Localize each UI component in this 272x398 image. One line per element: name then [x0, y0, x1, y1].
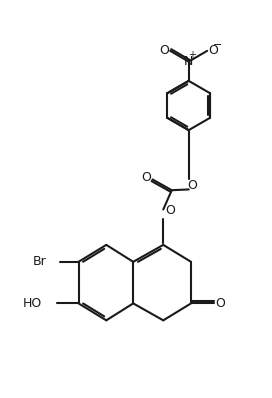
Text: −: −	[213, 41, 222, 51]
Text: O: O	[208, 43, 218, 57]
Text: O: O	[141, 171, 151, 183]
Text: +: +	[188, 51, 197, 60]
Text: Br: Br	[33, 256, 47, 268]
Text: O: O	[215, 297, 225, 310]
Text: HO: HO	[23, 297, 42, 310]
Text: O: O	[188, 179, 197, 192]
Text: O: O	[159, 43, 169, 57]
Text: N: N	[184, 55, 193, 68]
Text: O: O	[165, 205, 175, 217]
